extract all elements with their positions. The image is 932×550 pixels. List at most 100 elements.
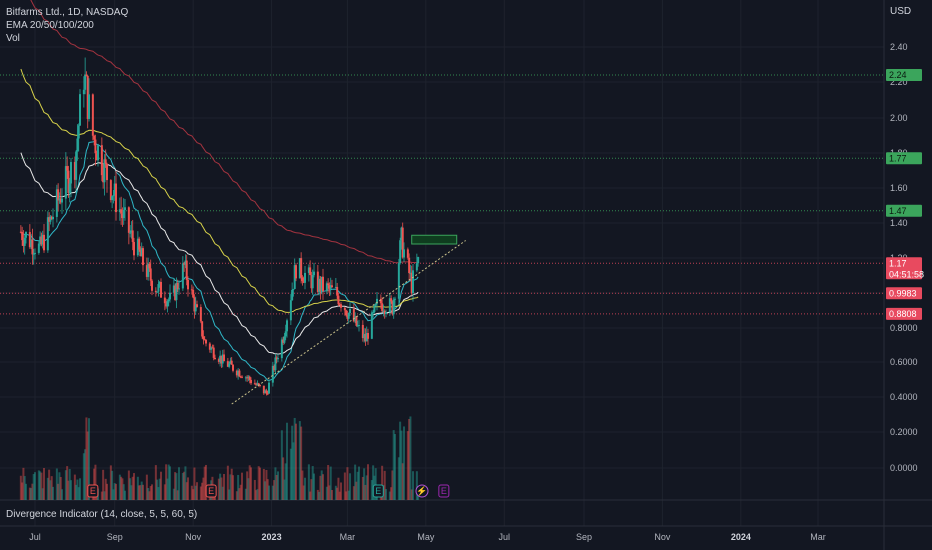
- candle-body: [64, 166, 67, 199]
- candle-body: [40, 236, 43, 245]
- candle-body: [97, 145, 99, 161]
- candle-body: [57, 189, 60, 201]
- price-badge-value: 1.47: [889, 206, 907, 216]
- volume-bar: [304, 477, 306, 500]
- volume-bar: [358, 466, 360, 500]
- volume-bar: [93, 468, 96, 500]
- candle-body: [388, 298, 391, 313]
- candle-body: [277, 358, 279, 360]
- volume-bar: [181, 472, 184, 500]
- candle-body: [73, 162, 76, 180]
- price-badge: 1.77: [886, 152, 922, 165]
- candle-body: [112, 195, 115, 197]
- volume-bar: [409, 416, 412, 500]
- time-axis[interactable]: Jul Sep Nov 2023 Mar May Jul Sep Nov 2024 Mar: [29, 532, 826, 542]
- candle-body: [264, 390, 267, 394]
- volume-bar: [172, 488, 175, 500]
- candle-body: [400, 227, 403, 241]
- candle-body: [176, 282, 179, 290]
- earnings-marker: E: [205, 484, 217, 498]
- price-tick-label: 0.4000: [890, 392, 918, 402]
- time-tick-label: May: [417, 532, 435, 542]
- volume-bar: [340, 482, 342, 500]
- dividend-marker: ⚡: [415, 484, 429, 498]
- currency-label[interactable]: USD: [890, 6, 912, 17]
- price-badge-bg: [886, 257, 922, 280]
- candle-body: [349, 308, 351, 313]
- volume-bar: [392, 430, 395, 500]
- candle-body: [160, 281, 162, 298]
- vol-legend[interactable]: Vol: [6, 33, 20, 44]
- candle-body: [392, 299, 395, 315]
- volume-bar: [302, 485, 305, 500]
- candle-body: [408, 257, 411, 274]
- volume-bar: [295, 423, 297, 500]
- price-tick-label: 2.20: [890, 77, 908, 87]
- candle-body: [250, 379, 252, 384]
- candle-body: [282, 339, 285, 343]
- volume-bar: [142, 484, 144, 500]
- volume-bar: [156, 479, 159, 500]
- candle-body: [302, 281, 305, 283]
- volume-bar: [381, 465, 384, 500]
- symbol-title[interactable]: Bitfarms Ltd., 1D, NASDAQ: [6, 7, 129, 18]
- volume-bar: [250, 467, 252, 500]
- volume-bar: [374, 468, 377, 500]
- volume-bar: [282, 457, 285, 500]
- candle-body: [295, 265, 297, 279]
- volume-bar: [124, 490, 126, 500]
- divergence-indicator-label[interactable]: Divergence Indicator (14, close, 5, 5, 6…: [6, 509, 198, 520]
- volume-bar: [289, 448, 292, 500]
- volume-bar: [316, 489, 319, 500]
- volume-bar: [230, 468, 233, 500]
- candle-body: [248, 376, 251, 380]
- candle-body: [95, 153, 98, 161]
- candle-body: [28, 232, 31, 248]
- candle-body: [275, 357, 278, 360]
- volume-bar: [25, 483, 27, 500]
- candle-body: [417, 256, 420, 264]
- candle-body: [41, 234, 44, 245]
- candle-body: [329, 285, 332, 289]
- candle-body: [118, 209, 121, 213]
- candle-body: [77, 125, 80, 139]
- volume-bar: [334, 485, 337, 500]
- candle-body: [139, 249, 142, 257]
- volume-bar: [131, 476, 134, 500]
- volume-bar: [145, 474, 148, 500]
- candle-body: [367, 333, 369, 339]
- volume-bar: [138, 485, 141, 500]
- price-axis[interactable]: 2.402.202.001.801.601.401.201.000.80000.…: [886, 42, 924, 473]
- candle-body: [103, 159, 106, 183]
- candle-body: [100, 145, 103, 176]
- event-markers[interactable]: E E E E ⚡: [87, 484, 450, 498]
- candle-body: [185, 260, 188, 280]
- volume-bar: [275, 474, 278, 500]
- price-badge: 1.47: [886, 204, 922, 217]
- ema-legend[interactable]: EMA 20/50/100/200: [6, 20, 94, 31]
- volume-bar: [140, 481, 143, 500]
- volume-bar: [346, 467, 349, 500]
- volume-bar: [94, 464, 97, 500]
- price-badge-bg: [886, 152, 922, 165]
- candle-body: [304, 272, 306, 283]
- candle-body: [94, 139, 97, 154]
- candle-body: [397, 263, 400, 299]
- volume-bar: [106, 483, 108, 500]
- volume-bar: [28, 487, 31, 500]
- candle-body: [127, 207, 130, 233]
- candle-body: [266, 393, 269, 395]
- volume-bar: [291, 425, 294, 500]
- volume-bar: [203, 466, 206, 500]
- volume-bar: [75, 484, 78, 500]
- volume-bar: [352, 486, 355, 500]
- volume-bar: [184, 466, 187, 500]
- candle-body: [337, 295, 340, 305]
- volume-bar: [174, 472, 177, 500]
- candle-body: [365, 333, 368, 342]
- candle-body: [91, 94, 94, 136]
- volume-bar: [59, 476, 62, 500]
- earnings-marker-box: [438, 484, 450, 498]
- volume-bar: [61, 489, 63, 500]
